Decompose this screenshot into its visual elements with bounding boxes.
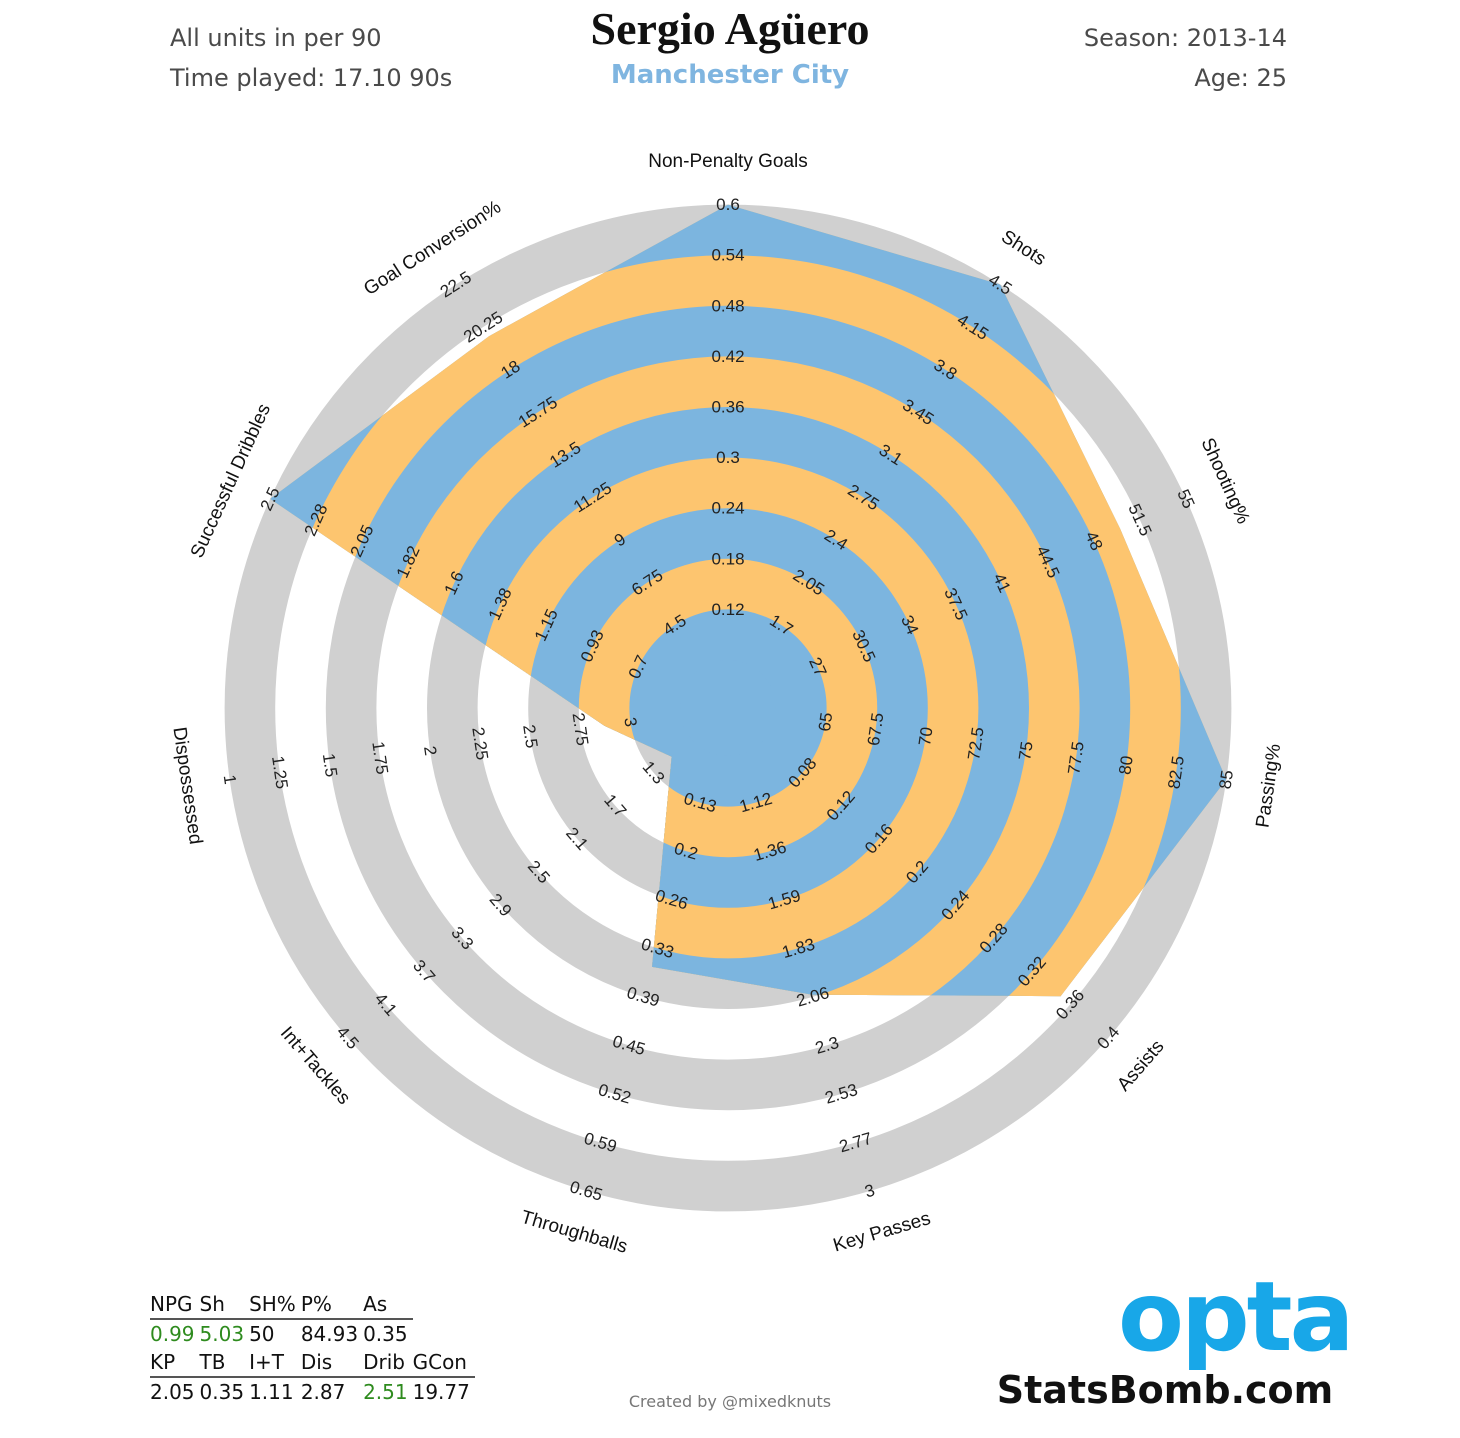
stats-cell: GCon [412,1348,475,1378]
tick-label: 1.5 [319,752,341,778]
axis-label: Passing% [1252,742,1285,829]
tick-label: 0.54 [711,246,744,265]
stats-row2-values: 2.05 0.35 1.11 2.87 2.51 19.77 [150,1377,475,1406]
tick-label: 0.6 [716,195,740,214]
tick-label: 0.24 [711,499,744,518]
stats-row2-headers: KP TB I+T Dis Drib GCon [150,1348,475,1378]
tick-label: 1.75 [368,740,392,775]
radar-polygon [270,204,1227,997]
tick-label: 70 [915,726,937,747]
stats-cell: 50 [249,1322,275,1346]
axis-label: Key Passes [831,1208,933,1256]
tick-label: 0.42 [711,347,744,366]
stats-cell: As [363,1290,413,1320]
tick-label: 77.5 [1064,740,1088,775]
stats-cell: Dis [300,1348,364,1378]
stats-cell: I+T [249,1348,301,1378]
stats-cell: 2.87 [300,1380,346,1404]
stats-cell: Sh [199,1290,250,1320]
units-note: All units in per 90 [170,24,382,52]
tick-label: 0.12 [711,600,744,619]
credit-text: Created by @mixedknuts [628,1392,832,1411]
tick-label: 75 [1015,740,1037,761]
summary-stats-table: NPG Sh SH% P% As 0.99 5.03 50 84.93 0.35 KP TB I+T… [150,1290,475,1406]
stats-cell: P% [300,1290,364,1320]
stats-cell: 19.77 [412,1380,470,1404]
tick-label: 2.75 [569,711,593,746]
stats-cell: 2.05 [150,1380,195,1404]
tick-label: 65 [815,711,837,732]
stats-cell: 0.35 [199,1380,245,1404]
tick-label: 0.36 [711,398,744,417]
stats-cell: Drib [363,1348,413,1378]
stats-cell: 5.03 [199,1322,245,1346]
stats-cell: NPG [150,1290,200,1320]
axis-label: Dispossessed [168,726,206,846]
axis-label: Shots [997,226,1049,270]
stats-cell: TB [199,1348,250,1378]
tick-label: 0.48 [711,296,744,315]
player-name-title: Sergio Agüero [590,3,870,54]
stats-cell: 1.11 [249,1380,294,1404]
tick-label: 72.5 [964,726,988,761]
stats-row1-values: 0.99 5.03 50 84.93 0.35 [150,1319,475,1348]
tick-label: 1.25 [268,755,292,790]
tick-label: 3 [620,716,640,728]
time-played: Time played: 17.10 90s [170,64,453,92]
axis-label: Throughballs [518,1207,629,1258]
axis-label: Non-Penalty Goals [648,151,807,172]
tick-label: 67.5 [864,711,888,746]
team-name: Manchester City [610,60,850,90]
tick-label: 80 [1115,754,1137,775]
tick-label: 0.18 [711,549,744,568]
axis-label: Shooting% [1196,435,1253,527]
age-label: Age: 25 [1194,64,1287,92]
season-label: Season: 2013-14 [1083,24,1287,52]
statsbomb-site-label: StatsBomb.com [996,1368,1334,1412]
band-centre [680,660,776,756]
stats-cell: 0.35 [363,1322,408,1346]
tick-label: 2 [420,745,440,757]
axis-label: Assists [1113,1036,1168,1095]
stats-cell: 0.99 [150,1322,195,1346]
stats-cell: SH% [249,1290,301,1320]
opta-logo: opta [1118,1261,1354,1373]
tick-label: 1 [220,774,240,786]
stats-cell: KP [150,1348,200,1378]
tick-label: 0.3 [716,448,740,467]
tick-label: 82.5 [1164,755,1188,790]
stats-cell: 84.93 [300,1322,359,1346]
tick-label: 2.5 [519,723,541,749]
player-bands [270,204,1227,997]
stats-cell: 2.51 [363,1380,408,1404]
tick-label: 2.25 [468,726,492,761]
tick-label: 85 [1216,769,1238,790]
stats-row1-headers: NPG Sh SH% P% As [150,1290,475,1320]
